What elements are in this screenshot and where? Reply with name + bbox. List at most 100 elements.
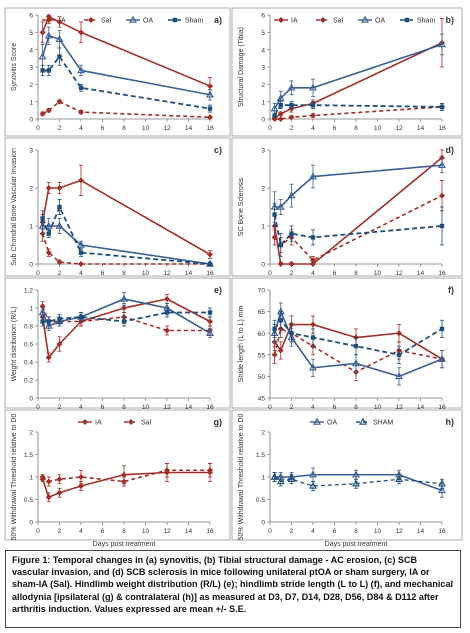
- panel-label: d): [446, 145, 455, 155]
- x-tick-label: 4: [311, 125, 315, 132]
- data-point: [44, 321, 53, 329]
- y-tick-label: 1.5: [24, 452, 33, 459]
- y-tick-label: 5: [29, 30, 33, 37]
- data-point: [277, 347, 284, 354]
- x-tick-label: 10: [142, 270, 150, 277]
- x-tick-label: 12: [163, 125, 171, 132]
- panel-frame: [4, 137, 231, 277]
- x-tick-label: 14: [417, 270, 425, 277]
- y-tick-label: 4: [261, 47, 265, 54]
- y-tick-label: 3: [261, 148, 265, 155]
- data-point: [207, 83, 213, 90]
- series-sham: [272, 311, 445, 364]
- data-point: [438, 40, 446, 48]
- data-point: [40, 216, 45, 221]
- data-point: [207, 261, 213, 267]
- data-point: [438, 354, 446, 362]
- data-point: [77, 240, 85, 248]
- data-point: [278, 102, 283, 108]
- data-point: [46, 319, 51, 324]
- data-point: [309, 83, 317, 91]
- data-point: [38, 308, 47, 316]
- data-point: [277, 116, 284, 122]
- legend-label: OA: [375, 18, 385, 25]
- legend-marker: [361, 15, 369, 23]
- x-tick-label: 0: [36, 528, 40, 535]
- data-point: [271, 351, 278, 358]
- y-tick-label: 2: [29, 186, 33, 193]
- legend-marker: [313, 417, 321, 425]
- x-tick-label: 8: [122, 404, 126, 411]
- data-point: [57, 204, 62, 210]
- data-point: [352, 359, 360, 367]
- y-tick-label: 0: [261, 520, 265, 527]
- legend-marker: [278, 17, 284, 23]
- data-point: [396, 352, 402, 357]
- x-tick-label: 8: [122, 125, 126, 132]
- x-tick-label: 14: [185, 270, 193, 277]
- x-tick-label: 10: [142, 125, 150, 132]
- panel-frame: [4, 409, 231, 541]
- panel-frame: [231, 7, 463, 137]
- data-point: [40, 68, 45, 73]
- x-axis-label: Days post treatment: [93, 541, 156, 548]
- y-axis-label: Structural Damage (Tibia): [238, 27, 245, 107]
- data-point: [276, 93, 285, 101]
- data-point: [310, 257, 316, 264]
- data-point: [40, 319, 45, 324]
- legend-marker: [129, 15, 137, 23]
- y-tick-label: 0: [29, 262, 33, 269]
- series-sham: [272, 101, 445, 118]
- legend-item-ia: IA: [78, 419, 102, 427]
- x-tick-label: 4: [79, 270, 83, 277]
- y-tick-label: 0: [261, 262, 265, 269]
- data-point: [78, 109, 84, 116]
- x-tick-label: 10: [142, 528, 150, 535]
- data-point: [309, 172, 317, 180]
- data-point: [353, 343, 359, 349]
- y-tick-label: 2: [261, 82, 265, 89]
- data-point: [57, 316, 62, 321]
- y-tick-label: 0.4: [24, 360, 33, 367]
- y-axis-label: Weight distribution (R/L): [11, 307, 18, 382]
- data-point: [276, 202, 285, 210]
- legend-item-sham: SHAM: [356, 417, 393, 427]
- x-tick-label: 4: [311, 528, 315, 535]
- legend-marker: [359, 417, 367, 425]
- legend-label: SHAM: [373, 420, 393, 427]
- series-sham: [40, 307, 213, 327]
- series-sham: [40, 47, 213, 113]
- data-point: [56, 489, 63, 496]
- data-point: [121, 319, 127, 324]
- legend-marker: [82, 419, 88, 425]
- legend-label: Sal: [141, 420, 152, 427]
- y-tick-label: 1: [29, 306, 33, 313]
- x-tick-label: 0: [268, 528, 272, 535]
- chart-panel-e: 0 0.2 0.4 0.6 0.8 1 1.2 0 2 4 6 8 10 12 14 16 Weight dis…: [4, 277, 231, 411]
- y-tick-label: 1: [29, 475, 33, 482]
- y-tick-label: 2: [261, 186, 265, 193]
- data-point: [78, 250, 84, 255]
- data-point: [207, 251, 213, 258]
- data-point: [288, 114, 295, 121]
- x-tick-label: 16: [438, 125, 446, 132]
- data-point: [78, 483, 84, 489]
- x-tick-label: 6: [333, 404, 337, 411]
- data-point: [56, 185, 63, 191]
- data-point: [78, 474, 84, 480]
- legend-label: IA: [291, 18, 298, 25]
- data-point: [439, 104, 445, 110]
- x-tick-label: 16: [438, 528, 446, 535]
- data-point: [438, 160, 446, 168]
- data-point: [207, 114, 213, 121]
- y-tick-label: 50: [258, 374, 266, 381]
- data-point: [270, 472, 279, 480]
- y-tick-label: 0: [29, 396, 33, 403]
- legend-label: Sal: [101, 18, 112, 25]
- legend-label: OA: [327, 420, 337, 427]
- data-point: [45, 107, 52, 114]
- panel-label: b): [446, 15, 455, 25]
- y-tick-label: 1: [29, 224, 33, 231]
- data-point: [45, 13, 52, 20]
